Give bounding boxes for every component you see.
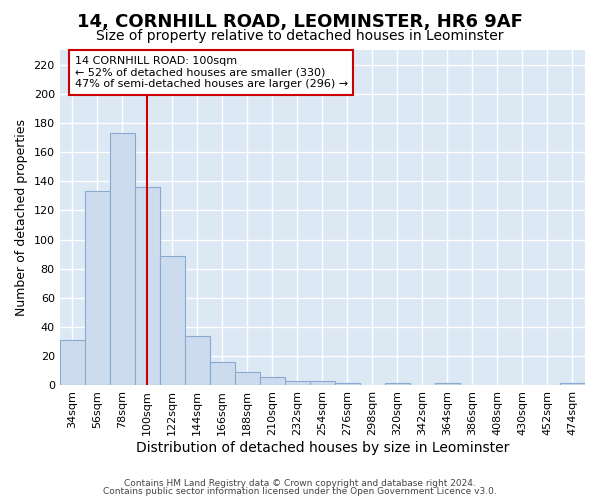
Bar bbox=[85, 192, 110, 386]
X-axis label: Distribution of detached houses by size in Leominster: Distribution of detached houses by size … bbox=[136, 441, 509, 455]
Bar bbox=[560, 382, 585, 386]
Text: Contains public sector information licensed under the Open Government Licence v3: Contains public sector information licen… bbox=[103, 487, 497, 496]
Bar bbox=[185, 336, 210, 386]
Bar bbox=[160, 256, 185, 386]
Bar bbox=[385, 382, 410, 386]
Bar bbox=[435, 382, 460, 386]
Bar bbox=[210, 362, 235, 386]
Bar bbox=[110, 133, 135, 386]
Bar bbox=[335, 382, 360, 386]
Text: 14, CORNHILL ROAD, LEOMINSTER, HR6 9AF: 14, CORNHILL ROAD, LEOMINSTER, HR6 9AF bbox=[77, 12, 523, 30]
Bar bbox=[260, 376, 285, 386]
Bar bbox=[235, 372, 260, 386]
Text: Size of property relative to detached houses in Leominster: Size of property relative to detached ho… bbox=[96, 29, 504, 43]
Bar bbox=[285, 381, 310, 386]
Text: Contains HM Land Registry data © Crown copyright and database right 2024.: Contains HM Land Registry data © Crown c… bbox=[124, 478, 476, 488]
Bar bbox=[310, 381, 335, 386]
Bar bbox=[135, 187, 160, 386]
Y-axis label: Number of detached properties: Number of detached properties bbox=[15, 119, 28, 316]
Text: 14 CORNHILL ROAD: 100sqm
← 52% of detached houses are smaller (330)
47% of semi-: 14 CORNHILL ROAD: 100sqm ← 52% of detach… bbox=[74, 56, 348, 89]
Bar bbox=[59, 340, 85, 386]
